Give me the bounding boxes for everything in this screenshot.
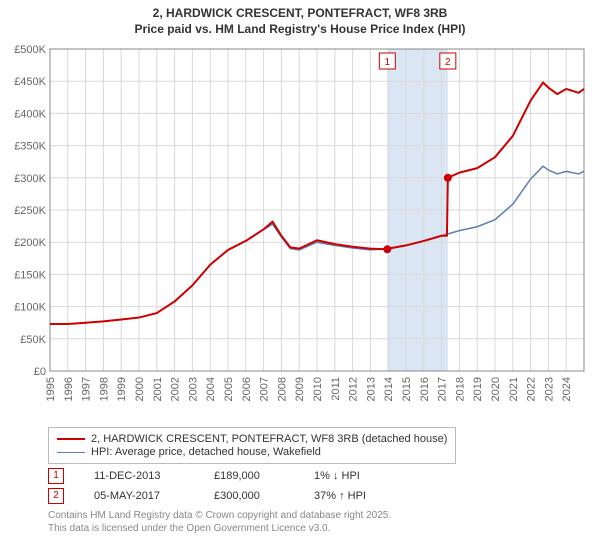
svg-text:2022: 2022 bbox=[526, 377, 538, 401]
svg-text:2007: 2007 bbox=[259, 377, 271, 401]
svg-text:2: 2 bbox=[445, 57, 451, 68]
svg-text:2013: 2013 bbox=[365, 377, 377, 401]
svg-text:2024: 2024 bbox=[561, 377, 573, 401]
svg-text:2014: 2014 bbox=[383, 377, 395, 401]
sale-marker: 2 bbox=[48, 488, 64, 504]
svg-text:2023: 2023 bbox=[543, 377, 555, 401]
svg-text:1998: 1998 bbox=[98, 377, 110, 401]
svg-text:1999: 1999 bbox=[116, 377, 128, 401]
legend-item-price-paid: 2, HARDWICK CRESCENT, PONTEFRACT, WF8 3R… bbox=[57, 433, 447, 445]
svg-text:2005: 2005 bbox=[223, 377, 235, 401]
svg-text:2020: 2020 bbox=[490, 377, 502, 401]
svg-text:2012: 2012 bbox=[348, 377, 360, 401]
svg-text:2021: 2021 bbox=[508, 377, 520, 401]
sale-marker: 1 bbox=[48, 468, 64, 484]
svg-text:2006: 2006 bbox=[241, 377, 253, 401]
svg-text:£450K: £450K bbox=[14, 76, 46, 88]
sale-date: 11-DEC-2013 bbox=[94, 470, 184, 482]
legend-swatch bbox=[57, 452, 85, 453]
svg-text:2003: 2003 bbox=[187, 377, 199, 401]
svg-text:2011: 2011 bbox=[330, 377, 342, 401]
sale-date: 05-MAY-2017 bbox=[94, 490, 184, 502]
svg-text:£0: £0 bbox=[34, 366, 46, 378]
sale-row-2: 2 05-MAY-2017 £300,000 37% ↑ HPI bbox=[48, 488, 592, 504]
footer-line-2: This data is licensed under the Open Gov… bbox=[48, 523, 330, 534]
svg-text:£500K: £500K bbox=[14, 44, 46, 56]
svg-text:£300K: £300K bbox=[14, 173, 46, 185]
svg-text:1: 1 bbox=[385, 57, 391, 68]
legend-swatch bbox=[57, 438, 85, 440]
svg-text:£200K: £200K bbox=[14, 237, 46, 249]
svg-text:1996: 1996 bbox=[63, 377, 75, 401]
legend-label: 2, HARDWICK CRESCENT, PONTEFRACT, WF8 3R… bbox=[91, 433, 447, 445]
svg-text:1997: 1997 bbox=[81, 377, 93, 401]
svg-text:2000: 2000 bbox=[134, 377, 146, 401]
svg-text:1995: 1995 bbox=[45, 377, 57, 401]
line-chart: £0 £50K £100K £150K £200K £250K £300K £350K £400… bbox=[8, 41, 592, 421]
svg-text:2015: 2015 bbox=[401, 377, 413, 401]
svg-text:2018: 2018 bbox=[454, 377, 466, 401]
svg-text:2016: 2016 bbox=[419, 377, 431, 401]
svg-text:2002: 2002 bbox=[170, 377, 182, 401]
svg-text:2019: 2019 bbox=[472, 377, 484, 401]
svg-text:£150K: £150K bbox=[14, 270, 46, 282]
legend: 2, HARDWICK CRESCENT, PONTEFRACT, WF8 3R… bbox=[48, 427, 456, 464]
svg-text:2017: 2017 bbox=[437, 377, 449, 401]
svg-text:£250K: £250K bbox=[14, 205, 46, 217]
sale-price: £189,000 bbox=[214, 470, 284, 482]
svg-text:2010: 2010 bbox=[312, 377, 324, 401]
chart-title: 2, HARDWICK CRESCENT, PONTEFRACT, WF8 3R… bbox=[8, 6, 592, 37]
sale-row-1: 1 11-DEC-2013 £189,000 1% ↓ HPI bbox=[48, 468, 592, 484]
footer-line-1: Contains HM Land Registry data © Crown c… bbox=[48, 510, 391, 521]
sale-pct-hpi: 1% ↓ HPI bbox=[314, 470, 404, 482]
title-line-1: 2, HARDWICK CRESCENT, PONTEFRACT, WF8 3R… bbox=[153, 6, 448, 20]
sale-price: £300,000 bbox=[214, 490, 284, 502]
attribution-footer: Contains HM Land Registry data © Crown c… bbox=[48, 510, 592, 535]
svg-text:2001: 2001 bbox=[152, 377, 164, 401]
svg-text:£50K: £50K bbox=[20, 334, 46, 346]
svg-text:£100K: £100K bbox=[14, 302, 46, 314]
legend-item-hpi: HPI: Average price, detached house, Wake… bbox=[57, 446, 447, 458]
svg-text:2009: 2009 bbox=[294, 377, 306, 401]
svg-text:2004: 2004 bbox=[205, 377, 217, 401]
svg-text:£400K: £400K bbox=[14, 109, 46, 121]
title-line-2: Price paid vs. HM Land Registry's House … bbox=[135, 22, 466, 36]
svg-text:£350K: £350K bbox=[14, 141, 46, 153]
legend-label: HPI: Average price, detached house, Wake… bbox=[91, 446, 321, 458]
sale-pct-hpi: 37% ↑ HPI bbox=[314, 490, 404, 502]
svg-text:2008: 2008 bbox=[276, 377, 288, 401]
